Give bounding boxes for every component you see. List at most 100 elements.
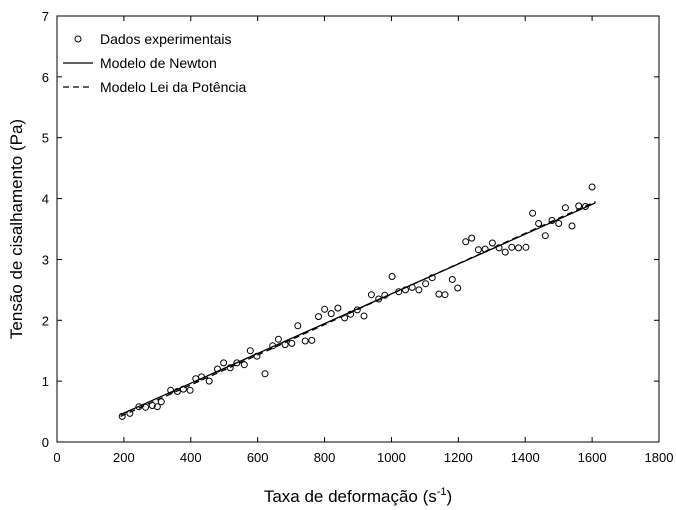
data-point-47 xyxy=(435,290,443,298)
y-tick-label-4: 4 xyxy=(42,192,49,207)
data-point-2 xyxy=(135,403,143,411)
legend-label-potencia: Modelo Lei da Potência xyxy=(100,79,247,95)
data-point-17 xyxy=(233,359,241,367)
data-point-22 xyxy=(269,342,277,350)
data-point-40 xyxy=(388,273,396,280)
x-tick-label-6: 1200 xyxy=(444,450,473,465)
data-point-44 xyxy=(415,286,423,294)
data-point-45 xyxy=(422,280,430,288)
data-point-35 xyxy=(353,306,361,314)
data-point-51 xyxy=(462,238,470,246)
data-point-14 xyxy=(214,365,221,373)
data-point-69 xyxy=(581,203,589,210)
data-point-28 xyxy=(308,336,316,344)
x-tick-label-7: 1400 xyxy=(511,450,540,465)
x-tick-label-1: 200 xyxy=(113,450,135,465)
data-point-18 xyxy=(240,361,248,369)
data-point-64 xyxy=(548,217,556,224)
data-point-26 xyxy=(294,322,302,330)
data-point-52 xyxy=(468,234,476,242)
data-point-12 xyxy=(198,373,205,381)
y-tick-label-5: 5 xyxy=(42,131,49,146)
data-point-41 xyxy=(395,288,403,296)
legend: Dados experimentais Modelo de Newton Mod… xyxy=(63,31,247,95)
data-point-38 xyxy=(375,295,383,303)
data-point-46 xyxy=(428,274,436,282)
data-point-33 xyxy=(341,314,349,322)
data-point-56 xyxy=(495,244,503,252)
data-point-39 xyxy=(381,291,389,299)
data-point-43 xyxy=(408,283,416,291)
data-point-49 xyxy=(448,276,456,283)
data-point-4 xyxy=(148,402,156,409)
legend-marker-circle xyxy=(74,35,82,43)
data-point-62 xyxy=(535,220,543,227)
data-point-31 xyxy=(327,310,335,318)
data-point-15 xyxy=(220,359,228,367)
x-axis-title: Taxa de deformação (s-1) xyxy=(264,486,452,506)
data-point-7 xyxy=(167,386,175,394)
data-point-54 xyxy=(481,245,489,253)
data-point-36 xyxy=(360,312,368,320)
plot-frame xyxy=(56,15,660,443)
data-point-16 xyxy=(226,364,234,372)
x-tick-label-2: 400 xyxy=(180,450,202,465)
data-point-32 xyxy=(334,304,342,312)
y-tick-label-3: 3 xyxy=(42,252,49,267)
x-tick-label-9: 1800 xyxy=(645,450,674,465)
data-point-3 xyxy=(142,403,150,411)
data-points xyxy=(118,183,596,420)
data-point-0 xyxy=(118,412,126,420)
data-point-34 xyxy=(347,310,355,318)
x-axis-title-main: Taxa de deformação (s xyxy=(264,487,437,506)
x-tick-label-5: 1000 xyxy=(377,450,406,465)
data-point-27 xyxy=(301,337,309,345)
data-point-68 xyxy=(575,202,583,210)
data-point-55 xyxy=(488,239,496,247)
data-point-42 xyxy=(402,286,409,294)
data-point-63 xyxy=(541,232,549,240)
data-point-57 xyxy=(501,248,509,256)
data-point-30 xyxy=(321,305,329,313)
data-point-58 xyxy=(508,243,516,251)
x-axis-title-superscript: -1 xyxy=(437,486,447,498)
data-point-6 xyxy=(157,398,165,406)
x-axis-title-end: ) xyxy=(447,487,453,506)
axis-ticks: 0 200 400 600 800 1000 1200 1400 1600 1800 0 1 2 3 4 5 6… xyxy=(42,9,674,465)
data-point-29 xyxy=(315,313,322,321)
y-tick-label-7: 7 xyxy=(42,9,49,24)
y-tick-label-6: 6 xyxy=(42,70,49,85)
x-tick-label-0: 0 xyxy=(53,450,60,465)
data-point-60 xyxy=(522,243,530,251)
data-point-37 xyxy=(367,291,375,299)
x-tick-label-3: 600 xyxy=(247,450,269,465)
legend-label-dados: Dados experimentais xyxy=(100,31,232,47)
series-line-2 xyxy=(120,201,596,417)
data-point-13 xyxy=(205,377,213,385)
data-point-66 xyxy=(561,204,569,212)
x-tick-label-4: 800 xyxy=(314,450,336,465)
data-point-23 xyxy=(274,335,282,343)
data-point-53 xyxy=(474,246,482,254)
data-point-25 xyxy=(288,339,296,347)
x-tick-label-8: 1600 xyxy=(578,450,607,465)
legend-label-newton: Modelo de Newton xyxy=(100,55,217,71)
data-point-48 xyxy=(441,291,449,299)
y-axis-title: Tensão de cisalhamento (Pa) xyxy=(7,119,26,339)
data-point-5 xyxy=(153,403,161,411)
data-point-70 xyxy=(588,183,596,191)
data-point-8 xyxy=(173,388,181,395)
data-point-9 xyxy=(179,385,187,393)
data-point-67 xyxy=(568,222,576,230)
data-point-24 xyxy=(281,341,289,349)
data-point-21 xyxy=(261,370,269,378)
data-point-61 xyxy=(529,209,537,217)
y-tick-label-1: 1 xyxy=(42,374,49,389)
data-point-1 xyxy=(126,409,134,417)
data-point-65 xyxy=(555,220,563,227)
model-lines xyxy=(120,201,596,417)
data-point-59 xyxy=(515,244,522,252)
data-point-20 xyxy=(253,352,261,360)
y-tick-label-2: 2 xyxy=(42,313,49,328)
